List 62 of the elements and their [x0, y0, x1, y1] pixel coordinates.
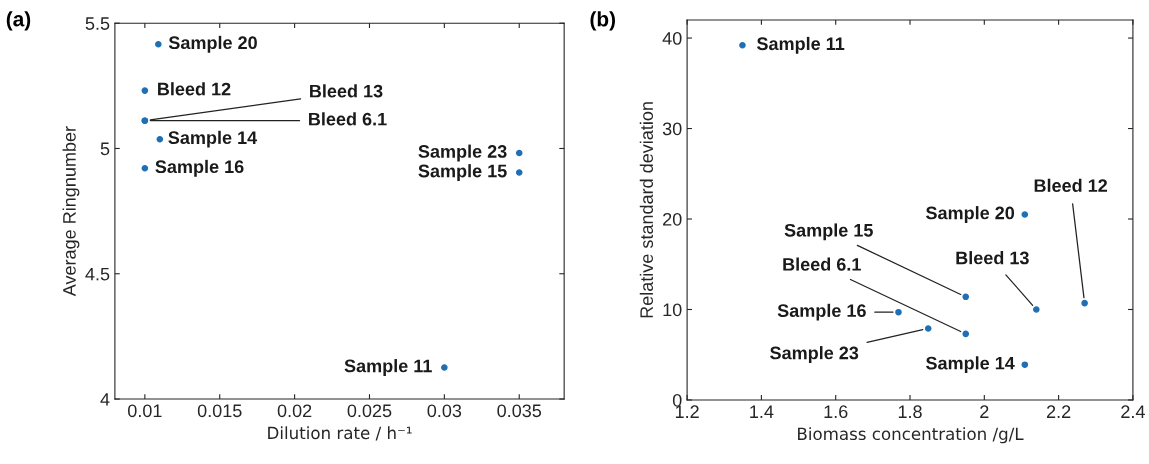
x-tick-label: 0.035	[497, 404, 542, 418]
annotation: Sample 23	[770, 346, 859, 363]
annotation: Sample 14	[926, 356, 1015, 374]
x-tick-label: 0.02	[277, 404, 312, 418]
y-tick-label: 5	[100, 142, 110, 156]
y-tick-label: 0	[672, 393, 682, 407]
annotation: Bleed 6.1	[309, 112, 387, 126]
annotation: Bleed 6.1	[783, 257, 861, 271]
annotation: Sample 11	[756, 36, 845, 54]
point	[1021, 361, 1029, 368]
annotation: Bleed 13	[310, 84, 383, 98]
annotation: Sample 20	[926, 206, 1015, 223]
y-tick-label: 4	[100, 393, 110, 406]
point	[962, 293, 970, 301]
x-tick-label: 1.2	[675, 405, 699, 418]
annotation: Sample 16	[777, 303, 866, 321]
y-tick-label: 4.5	[85, 267, 110, 281]
point	[156, 135, 164, 143]
x-axis-title: Biomass concentration /g/L	[798, 427, 1024, 444]
annotation: Sample 20	[168, 35, 257, 53]
point	[924, 325, 932, 332]
annotation: Bleed 12	[158, 82, 231, 96]
point	[1033, 306, 1040, 313]
y-axis-title: Average Ringnumber	[62, 126, 80, 297]
x-tick-label: 2	[980, 405, 989, 418]
point	[441, 364, 448, 371]
point	[962, 330, 970, 338]
annotation: Sample 16	[155, 159, 244, 177]
x-axis-title: Dilution rate / h⁻¹	[268, 426, 412, 441]
x-tick-label: 0.025	[347, 404, 392, 418]
annotation: Sample 14	[168, 130, 258, 148]
x-tick-label: 1.6	[824, 405, 848, 419]
point	[141, 87, 149, 94]
annotation: Sample 15	[784, 223, 873, 241]
point	[141, 164, 149, 172]
chart-title: (b)	[590, 11, 615, 31]
point	[739, 41, 746, 49]
chart-title: (a)	[6, 11, 31, 31]
x-tick-label: 1.8	[898, 405, 922, 419]
annotation: Sample 23	[418, 144, 507, 162]
y-tick-label: 30	[662, 122, 682, 136]
x-tick-label: 2.2	[1046, 405, 1071, 418]
point	[1021, 211, 1029, 218]
y-axis-title: Relative standard deviation	[639, 102, 654, 318]
x-tick-label: 0.03	[427, 404, 462, 418]
annotation: Sample 15	[418, 164, 507, 181]
y-tick-label: 40	[662, 31, 682, 45]
point	[1081, 299, 1088, 307]
y-tick-label: 10	[663, 303, 682, 317]
annotation: Bleed 13	[956, 251, 1029, 265]
x-tick-label: 0.01	[127, 404, 162, 418]
annotation: Bleed 12	[1034, 178, 1108, 192]
x-tick-label: 1.4	[750, 405, 774, 418]
point	[515, 169, 523, 176]
annotation: Sample 11	[344, 359, 432, 376]
x-tick-label: 2.4	[1121, 405, 1145, 418]
point	[895, 308, 902, 316]
x-tick-label: 0.015	[197, 404, 242, 418]
point	[155, 40, 162, 48]
y-tick-label: 20	[663, 212, 682, 226]
point	[515, 149, 523, 157]
y-tick-label: 5.5	[85, 17, 110, 30]
